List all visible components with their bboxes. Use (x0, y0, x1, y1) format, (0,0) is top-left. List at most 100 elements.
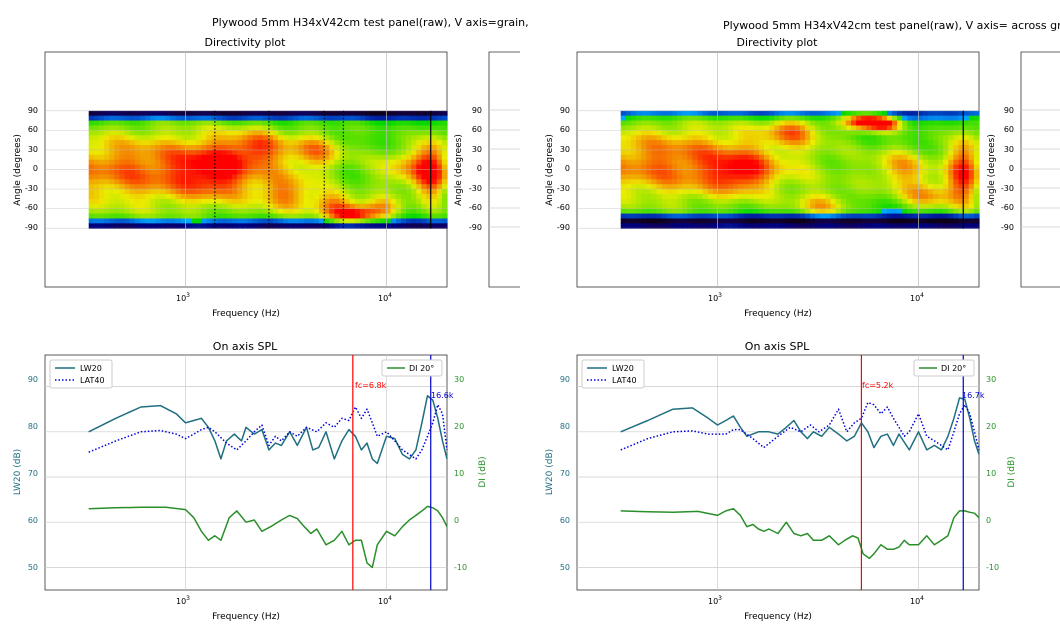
heatmap-cell (677, 110, 683, 117)
heatmap-cell (835, 154, 842, 161)
heatmap-cell (272, 174, 279, 180)
heatmap-cell (738, 208, 745, 215)
heatmap-cell (794, 193, 801, 200)
heatmap-cell (298, 159, 305, 166)
heatmap-cell (155, 184, 161, 190)
heatmap-cell (375, 145, 382, 151)
heatmap-cell (728, 154, 734, 161)
heatmap-cell (257, 169, 264, 175)
heatmap-cell (411, 125, 417, 131)
heatmap-cell (825, 110, 832, 117)
ytick-label: 30 (560, 145, 570, 154)
heatmap-cell (692, 193, 699, 200)
heatmap-cell (968, 110, 975, 117)
heatmap-cell (252, 154, 259, 161)
heatmap-cell (815, 110, 821, 117)
spl-ylabel-left: LW20 (dB) (545, 449, 555, 495)
heatmap-cell (938, 164, 944, 171)
heatmap-cell (257, 159, 264, 166)
heatmap-cell (922, 149, 929, 156)
heatmap-cell (784, 208, 791, 215)
heatmap-cell (319, 140, 325, 146)
heatmap-cell (431, 184, 438, 190)
heatmap-cell (656, 193, 663, 200)
heatmap-cell (861, 154, 867, 161)
heatmap-cell (753, 140, 760, 146)
heatmap-cell (288, 115, 295, 122)
heatmap-cell (697, 145, 704, 151)
heatmap-cell (201, 120, 208, 127)
directivity-y-ticks: 90 60 30 0 -30 -60 -90 (557, 106, 570, 232)
heatmap-cell (907, 174, 914, 180)
heatmap-cell (881, 140, 888, 146)
heatmap-cell (810, 184, 816, 190)
heatmap-cell (917, 184, 924, 190)
heatmap-cell (380, 189, 387, 195)
heatmap-cell (656, 218, 663, 224)
heatmap-cell (237, 149, 243, 156)
heatmap-cell (845, 120, 852, 127)
heatmap-cell (666, 184, 673, 190)
heatmap-cell (784, 203, 791, 210)
heatmap-cell (406, 223, 412, 229)
heatmap-cell (319, 154, 325, 161)
heatmap-cell (702, 120, 709, 127)
heatmap-cell (160, 135, 167, 141)
heatmap-cell (98, 184, 105, 190)
heatmap-cell (93, 164, 100, 171)
heatmap-cell (104, 115, 110, 122)
heatmap-cell (170, 154, 177, 161)
heatmap-cell (677, 164, 683, 171)
heatmap-cell (799, 154, 806, 161)
heatmap-cell (738, 145, 745, 151)
ytick-left: 50 (28, 563, 38, 572)
heatmap-cell (436, 135, 443, 141)
heatmap-cell (431, 203, 438, 210)
heatmap-cell (380, 208, 387, 215)
heatmap-cell (702, 193, 709, 200)
heatmap-cell (815, 159, 821, 166)
heatmap-cell (799, 110, 806, 117)
heatmap-cell (216, 135, 223, 141)
heatmap-cell (963, 203, 970, 210)
heatmap-cell (769, 164, 775, 171)
heatmap-cell (712, 135, 719, 141)
heatmap-cell (114, 135, 121, 141)
heatmap-cell (324, 223, 330, 229)
heatmap-cell (636, 130, 642, 136)
heatmap-cell (656, 135, 663, 141)
heatmap-cell (175, 154, 182, 161)
heatmap-cell (400, 169, 407, 175)
heatmap-cell (682, 169, 688, 175)
heatmap-cell (262, 120, 269, 127)
heatmap-cell (329, 130, 335, 136)
heatmap-cell (876, 164, 883, 171)
heatmap-cell (344, 164, 351, 171)
heatmap-cell (431, 174, 438, 180)
heatmap-cell (237, 208, 243, 215)
ytick-label: -90 (469, 223, 482, 232)
heatmap-cell (344, 198, 351, 205)
heatmap-cell (717, 203, 724, 210)
heatmap-cell (825, 159, 832, 166)
heatmap-cell (324, 193, 330, 200)
heatmap-cell (283, 218, 289, 224)
heatmap-cell (329, 120, 335, 127)
heatmap-cell (390, 145, 397, 151)
heatmap-cell (441, 184, 448, 190)
heatmap-cell (344, 120, 351, 127)
heatmap-cell (288, 159, 295, 166)
heatmap-cell (886, 223, 893, 229)
heatmap-cell (932, 130, 939, 136)
heatmap-cell (278, 193, 284, 200)
heatmap-cell (426, 140, 433, 146)
heatmap-cell (390, 154, 397, 161)
heatmap-cell (216, 174, 223, 180)
heatmap-cell (406, 179, 412, 185)
heatmap-cell (441, 189, 448, 195)
heatmap-cell (769, 208, 775, 215)
heatmap-cell (329, 223, 335, 229)
heatmap-cell (973, 159, 980, 166)
heatmap-cell (656, 174, 663, 180)
heatmap-cell (165, 179, 172, 185)
